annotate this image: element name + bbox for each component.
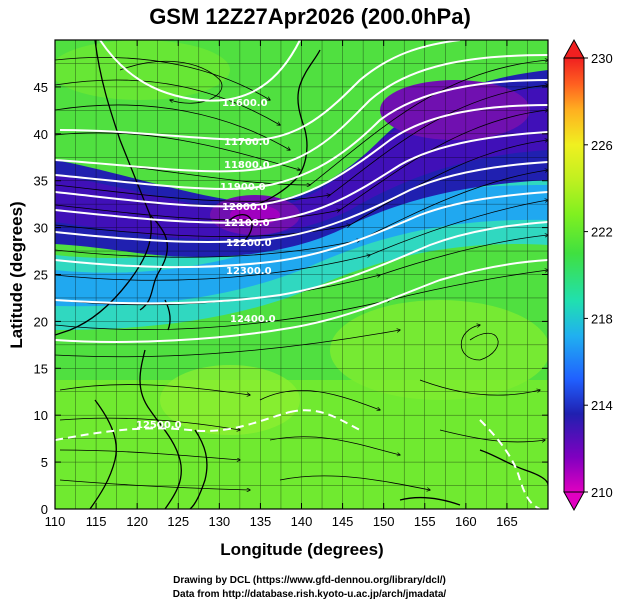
y-axis-ticks: 0 5 10 15 20 25 30 35 40 45 [34, 80, 548, 517]
x-axis-ticks: 110 115 120 125 130 135 140 145 150 155 160 165 [45, 40, 518, 529]
streamlines [55, 57, 548, 490]
colorbar-tick-label: 210 [591, 485, 613, 500]
x-tick-label: 165 [496, 514, 518, 529]
map-grid [55, 40, 548, 509]
y-tick-label: 45 [34, 80, 48, 95]
contour-label: 11800.0 [224, 160, 270, 171]
colorbar-min-arrow [563, 491, 585, 512]
x-tick-label: 155 [414, 514, 436, 529]
colorbar-tick-label: 226 [591, 138, 613, 153]
y-tick-label: 10 [34, 408, 48, 423]
credit-data: Data from http://database.rish.kyoto-u.a… [172, 589, 447, 600]
x-tick-label: 145 [332, 514, 354, 529]
chart-title: GSM 12Z27Apr2026 (200.0hPa) [149, 4, 471, 29]
colorbar-scale [563, 57, 585, 493]
x-tick-label: 110 [45, 514, 66, 529]
contour-label: 12100.0 [224, 218, 270, 229]
x-tick-label: 140 [291, 514, 313, 529]
y-tick-label: 0 [41, 502, 48, 517]
y-tick-label: 20 [34, 314, 48, 329]
coastlines [55, 40, 548, 509]
contour-label: 12500.0 [136, 420, 182, 431]
x-tick-label: 120 [126, 514, 148, 529]
x-tick-label: 115 [86, 514, 107, 529]
contour-label: 11700.0 [224, 137, 270, 148]
colorbar-tick-label: 218 [591, 311, 613, 326]
y-tick-label: 5 [41, 455, 48, 470]
y-tick-label: 35 [34, 174, 48, 189]
y-axis-label: Latitude (degrees) [7, 201, 26, 348]
map-plot-area: 11600.0 11700.0 11800.0 11900.0 12000.0 … [55, 40, 548, 509]
y-tick-label: 40 [34, 127, 48, 142]
height-contours [55, 40, 548, 343]
colorbar-tick-label: 214 [591, 398, 613, 413]
lower-contours [55, 409, 541, 509]
contour-label: 11600.0 [222, 98, 268, 109]
colorbar-tick-label: 222 [591, 225, 613, 240]
y-tick-label: 25 [34, 268, 48, 283]
contour-labels: 11600.0 11700.0 11800.0 11900.0 12000.0 … [136, 98, 276, 431]
colorbar-max-arrow [563, 38, 585, 59]
contour-label: 12300.0 [226, 266, 272, 277]
x-tick-label: 160 [455, 514, 477, 529]
colorbar: 210 214 218 222 226 230 [563, 38, 613, 512]
contour-label: 12000.0 [222, 202, 268, 213]
contour-label: 11900.0 [220, 182, 266, 193]
y-tick-label: 15 [34, 361, 48, 376]
x-tick-label: 150 [373, 514, 395, 529]
credit-dcl: Drawing by DCL (https://www.gfd-dennou.o… [173, 575, 446, 586]
x-tick-label: 125 [167, 514, 189, 529]
contour-label: 12200.0 [226, 238, 272, 249]
x-tick-label: 130 [208, 514, 230, 529]
y-tick-label: 30 [34, 221, 48, 236]
x-tick-label: 135 [250, 514, 272, 529]
x-axis-label: Longitude (degrees) [220, 540, 383, 559]
contour-label: 12400.0 [230, 314, 276, 325]
colorbar-tick-label: 230 [591, 51, 613, 66]
